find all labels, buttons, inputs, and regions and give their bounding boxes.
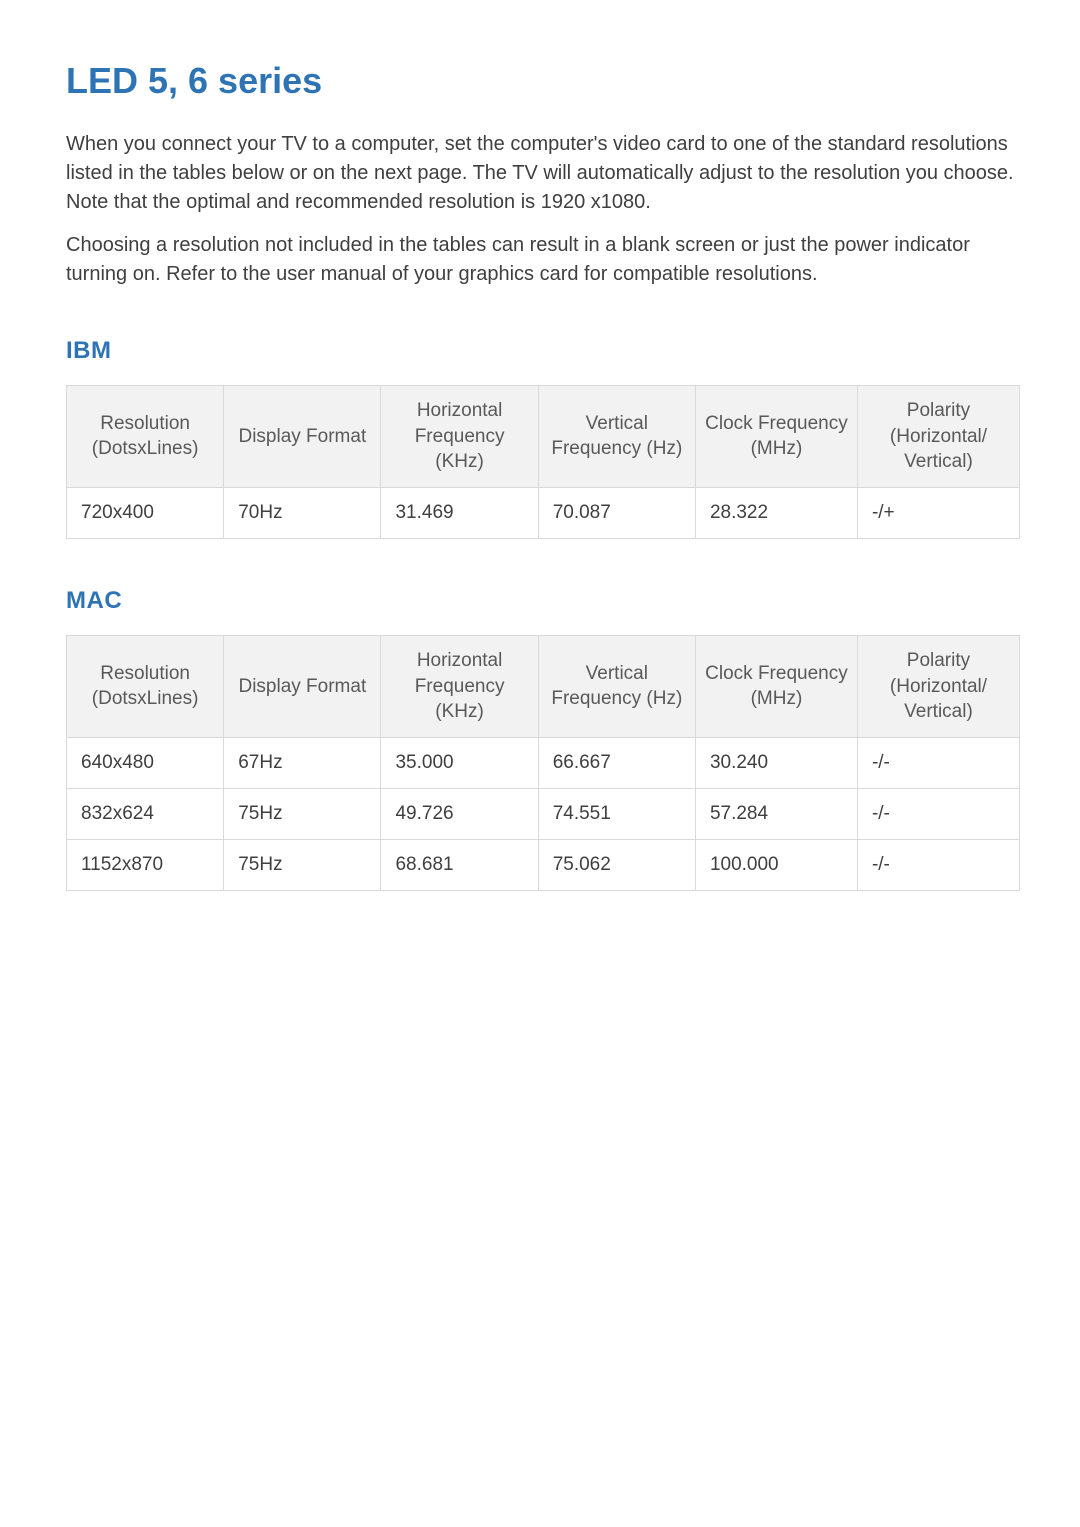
cell-v-freq: 66.667 (538, 737, 695, 788)
cell-h-freq: 31.469 (381, 487, 538, 538)
col-polarity: Polarity (Horizontal/ Vertical) (857, 635, 1019, 737)
col-polarity: Polarity (Horizontal/ Vertical) (857, 386, 1019, 488)
table-row: 720x400 70Hz 31.469 70.087 28.322 -/+ (67, 487, 1020, 538)
cell-display-format: 75Hz (224, 788, 381, 839)
table-row: 832x624 75Hz 49.726 74.551 57.284 -/- (67, 788, 1020, 839)
cell-clock: 28.322 (695, 487, 857, 538)
table-row: 1152x870 75Hz 68.681 75.062 100.000 -/- (67, 839, 1020, 890)
cell-resolution: 640x480 (67, 737, 224, 788)
cell-polarity: -/- (857, 788, 1019, 839)
cell-clock: 57.284 (695, 788, 857, 839)
cell-v-freq: 75.062 (538, 839, 695, 890)
col-resolution: Resolution (DotsxLines) (67, 386, 224, 488)
cell-polarity: -/- (857, 839, 1019, 890)
ibm-heading: IBM (66, 337, 1020, 365)
cell-polarity: -/+ (857, 487, 1019, 538)
col-clock: Clock Frequency (MHz) (695, 386, 857, 488)
cell-h-freq: 49.726 (381, 788, 538, 839)
page: LED 5, 6 series When you connect your TV… (0, 0, 1080, 1527)
table-header-row: Resolution (DotsxLines) Display Format H… (67, 635, 1020, 737)
col-resolution: Resolution (DotsxLines) (67, 635, 224, 737)
cell-display-format: 70Hz (224, 487, 381, 538)
col-display-format: Display Format (224, 386, 381, 488)
table-header-row: Resolution (DotsxLines) Display Format H… (67, 386, 1020, 488)
cell-resolution: 720x400 (67, 487, 224, 538)
col-v-freq: Vertical Frequency (Hz) (538, 386, 695, 488)
col-display-format: Display Format (224, 635, 381, 737)
cell-clock: 30.240 (695, 737, 857, 788)
cell-v-freq: 74.551 (538, 788, 695, 839)
cell-display-format: 67Hz (224, 737, 381, 788)
col-h-freq: Horizontal Frequency (KHz) (381, 386, 538, 488)
cell-display-format: 75Hz (224, 839, 381, 890)
cell-h-freq: 68.681 (381, 839, 538, 890)
mac-heading: MAC (66, 587, 1020, 615)
cell-h-freq: 35.000 (381, 737, 538, 788)
ibm-table: Resolution (DotsxLines) Display Format H… (66, 385, 1020, 539)
cell-polarity: -/- (857, 737, 1019, 788)
mac-table: Resolution (DotsxLines) Display Format H… (66, 635, 1020, 891)
col-v-freq: Vertical Frequency (Hz) (538, 635, 695, 737)
cell-clock: 100.000 (695, 839, 857, 890)
cell-resolution: 1152x870 (67, 839, 224, 890)
cell-v-freq: 70.087 (538, 487, 695, 538)
col-clock: Clock Frequency (MHz) (695, 635, 857, 737)
table-row: 640x480 67Hz 35.000 66.667 30.240 -/- (67, 737, 1020, 788)
page-title: LED 5, 6 series (66, 60, 1020, 102)
intro-paragraph-1: When you connect your TV to a computer, … (66, 130, 1020, 217)
intro-paragraph-2: Choosing a resolution not included in th… (66, 231, 1020, 289)
col-h-freq: Horizontal Frequency (KHz) (381, 635, 538, 737)
cell-resolution: 832x624 (67, 788, 224, 839)
